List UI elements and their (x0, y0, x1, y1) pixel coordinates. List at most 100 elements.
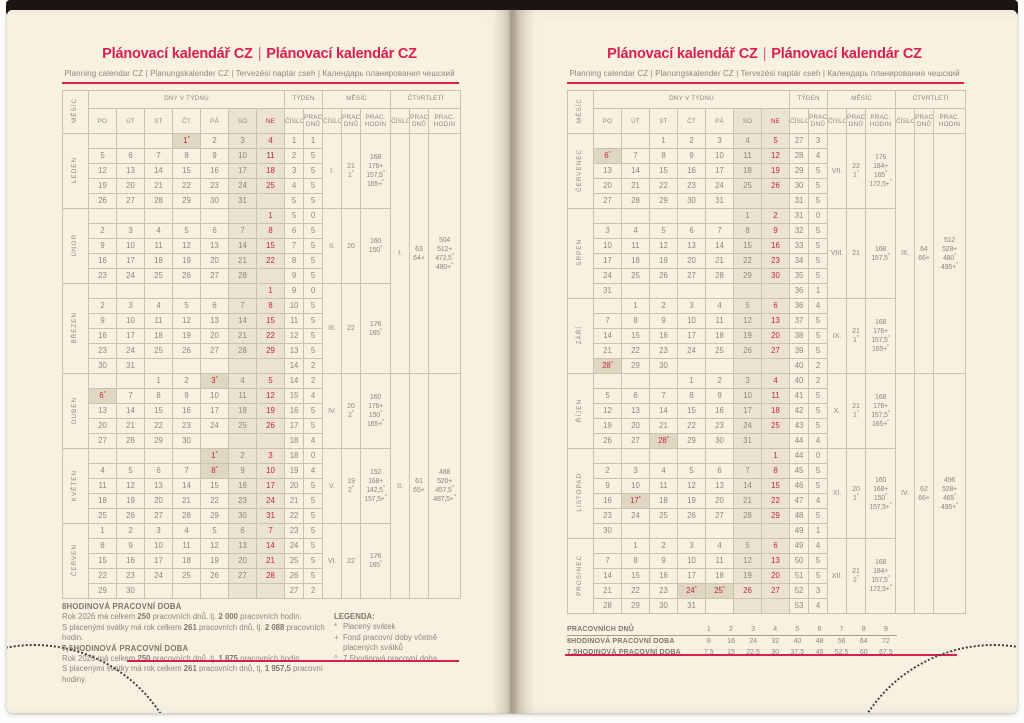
day-cell (88, 133, 117, 149)
week-row: 20 21 22 23 24 25 26 30 5 (568, 178, 966, 194)
day-cell (621, 133, 650, 149)
subcolumn-header: ČÍSLO (827, 108, 848, 134)
day-cell: 5 (172, 298, 201, 314)
week-workdays-cell: 2 (808, 373, 829, 389)
day-cell: 23 (649, 343, 678, 359)
workdays-hours-row: 8HODINOVÁ PRACOVNÍ DOBA 8 16 24 32 40 48 56 64 72 (567, 636, 897, 648)
seven-five-hour-marker: ^ (451, 252, 454, 259)
page-subtitle: Planning calendar CZ | Planungskalender … (64, 69, 455, 78)
day-cell: 13 (705, 478, 734, 494)
day-cell: 11 (649, 478, 678, 494)
day-cell: 10 (200, 388, 229, 404)
week-number-cell: 49 (789, 523, 810, 539)
day-cell: 20 (677, 253, 706, 269)
row-value: 24 (749, 638, 757, 645)
row-value: 5 (786, 624, 809, 636)
day-cell: 21 (649, 418, 678, 434)
month-number-cell: II. (322, 208, 343, 284)
day-cell: 9 (593, 478, 622, 494)
week-row: 24 25 26 27 28 29 30 35 5 (568, 268, 966, 284)
day-cell: 16 (649, 568, 678, 584)
day-cell (733, 448, 762, 464)
day-cell: 12 (88, 163, 117, 179)
legend-title: LEGENDA: (334, 612, 375, 621)
week-number-cell: 22 (284, 508, 305, 524)
day-cell: 11 (88, 478, 117, 494)
day-cell: 28 (116, 433, 145, 449)
seven-five-hour-marker: ^ (885, 492, 888, 499)
weekday-header: SO (228, 108, 257, 134)
week-number-cell: 45 (789, 463, 810, 479)
week-number-cell: 51 (789, 568, 810, 584)
day-cell: 18 (705, 568, 734, 584)
day-cell: 14 (705, 238, 734, 254)
seven-five-hour-marker: ^ (887, 335, 890, 341)
subcolumn-header: PRAC. DNŮ (808, 108, 829, 134)
weekday-header: ST (144, 108, 173, 134)
day-cell: 20 (760, 568, 791, 584)
row-value: 22,5 (746, 649, 760, 656)
working-time-line: S placenými svátky má rok celkem 261 pra… (62, 622, 325, 643)
working-days-hours-table: PRACOVNÍCH DNŮ 1 2 3 4 5 6 7 8 9 8HODINOVÁ PRACOVN… (567, 624, 907, 658)
day-cell: 7 (593, 553, 622, 569)
day-cell: 13 (593, 163, 622, 179)
day-cell: 15 (255, 238, 286, 254)
day-cell (593, 538, 622, 554)
week-row: 2 3 4 5 6 7 8 45 5 (568, 463, 966, 479)
week-workdays-cell: 5 (303, 568, 324, 584)
day-cell: 8 (621, 553, 650, 569)
month-workdays-cell: 20 1* (846, 448, 867, 539)
seven-five-hour-marker: ^ (887, 410, 890, 416)
day-cell: 7 (228, 223, 257, 239)
row-value: 4 (764, 624, 787, 636)
day-cell (733, 358, 762, 374)
day-cell (760, 283, 791, 299)
day-cell: 6* (593, 148, 622, 164)
week-workdays-cell: 4 (303, 433, 324, 449)
day-cell: 24* (677, 583, 706, 599)
title-slovak: Plánovací kalendár CZ (266, 46, 417, 62)
weekday-header: NE (255, 108, 286, 134)
day-cell: 25 (649, 508, 678, 524)
day-cell: 17 (677, 328, 706, 344)
day-cell: 18 (88, 493, 117, 509)
day-cell: 4 (144, 298, 173, 314)
day-cell: 21 (228, 253, 257, 269)
seven-five-hour-marker: ^ (380, 410, 383, 416)
day-cell: 2 (228, 448, 257, 464)
day-cell: 1 (621, 538, 650, 554)
paid-holiday-star: * (610, 361, 613, 368)
week-number-cell: 31 (789, 208, 810, 224)
day-cell (733, 598, 762, 614)
title-czech: Plánovací kalendář CZ (607, 46, 758, 62)
quarter-workhours-cell: 512 528+ 480^ 495+^ (933, 133, 967, 374)
day-cell: 13 (677, 238, 706, 254)
day-cell: 28 (705, 268, 734, 284)
day-cell (88, 283, 117, 299)
day-cell: 9 (649, 313, 678, 329)
month-workdays-cell: 19 2* (341, 448, 362, 524)
day-cell: 29 (172, 193, 201, 209)
day-cell (621, 373, 650, 389)
week-row: 9 10 11 12 13 14 15 7 5 (63, 238, 461, 254)
month-workdays-cell: 22 (341, 283, 362, 374)
day-cell: 8 (733, 223, 762, 239)
day-cell: 16 (116, 553, 145, 569)
weekday-header: PO (593, 108, 622, 134)
day-cell: 29 (733, 268, 762, 284)
day-cell (228, 208, 257, 224)
week-row: 30 49 1 (568, 523, 966, 539)
week-workdays-cell: 5 (808, 568, 829, 584)
day-cell: 13 (88, 403, 117, 419)
day-cell (705, 448, 734, 464)
day-cell: 27 (760, 343, 791, 359)
day-cell: 16 (228, 478, 257, 494)
day-cell: 9 (88, 238, 117, 254)
day-cell: 20 (228, 553, 257, 569)
day-cell: 24 (733, 418, 762, 434)
month-name-cell: PROSINEC (567, 538, 594, 614)
row-value: 30 (771, 649, 780, 656)
week-number-cell: 40 (789, 373, 810, 389)
seven-five-hour-marker: ^ (382, 485, 385, 491)
day-cell (705, 208, 734, 224)
